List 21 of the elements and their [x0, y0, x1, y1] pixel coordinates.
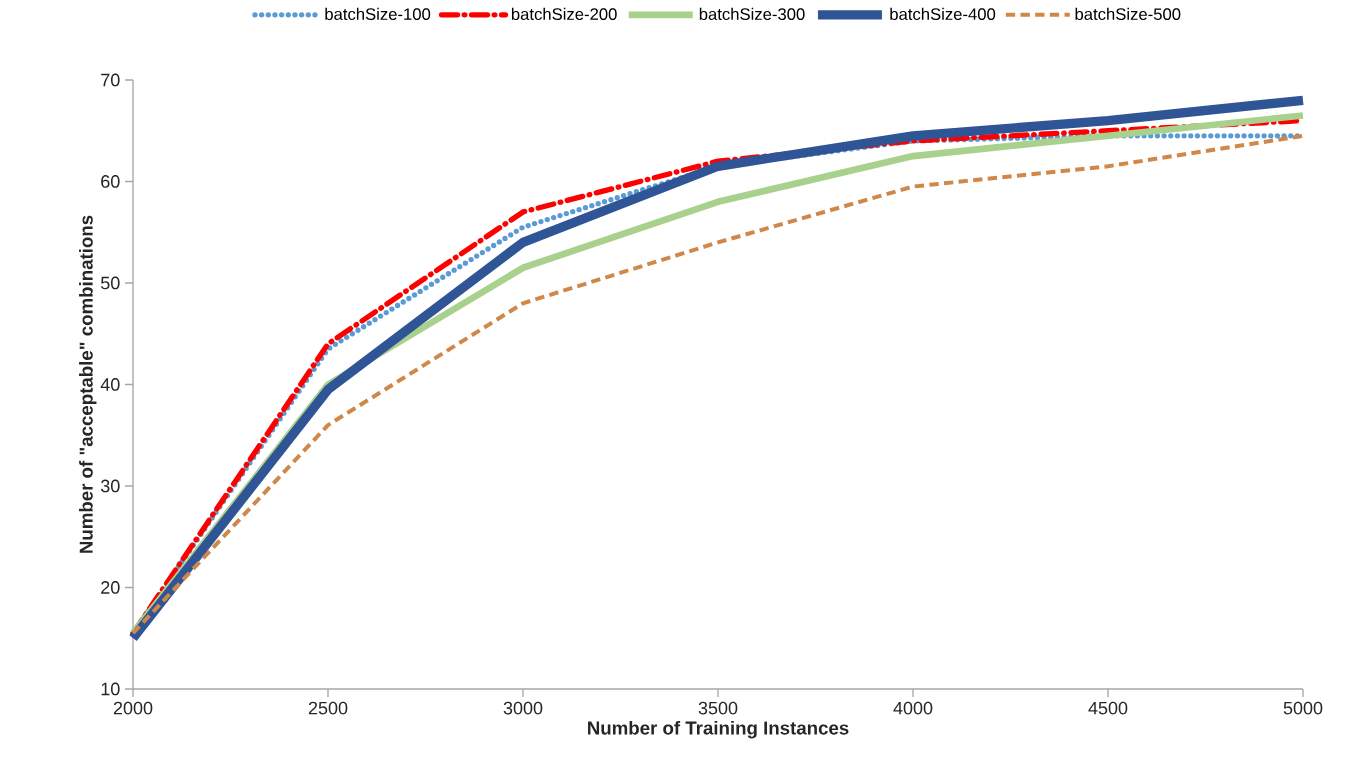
y-axis-title: Number of "acceptable" combinations	[79, 215, 97, 553]
x-tick-label: 2500	[308, 701, 348, 715]
x-tick-label: 4500	[1088, 701, 1128, 715]
x-tick-label: 5000	[1283, 701, 1323, 715]
y-tick-label: 20	[101, 581, 120, 594]
y-tick-label: 50	[100, 276, 120, 290]
x-tick-label: 3500	[698, 701, 738, 715]
y-tick-label: 40	[100, 378, 120, 391]
legend-label: batchSize-300	[699, 7, 805, 21]
x-tick-label: 3000	[503, 701, 543, 715]
y-tick-label: 60	[101, 175, 120, 188]
y-tick-label: 10	[101, 682, 120, 696]
y-tick-label: 70	[101, 73, 120, 87]
x-tick-label: 2000	[113, 701, 153, 715]
y-tick-label: 30	[100, 479, 120, 493]
x-axis-title: Number of Training Instances	[588, 720, 849, 739]
legend-label: batchSize-500	[1075, 7, 1181, 21]
x-tick-label: 4000	[893, 701, 933, 715]
legend-label: batchSize-400	[890, 7, 996, 21]
legend-label: batchSize-100	[325, 7, 431, 21]
legend-label: batchSize-200	[511, 7, 617, 21]
